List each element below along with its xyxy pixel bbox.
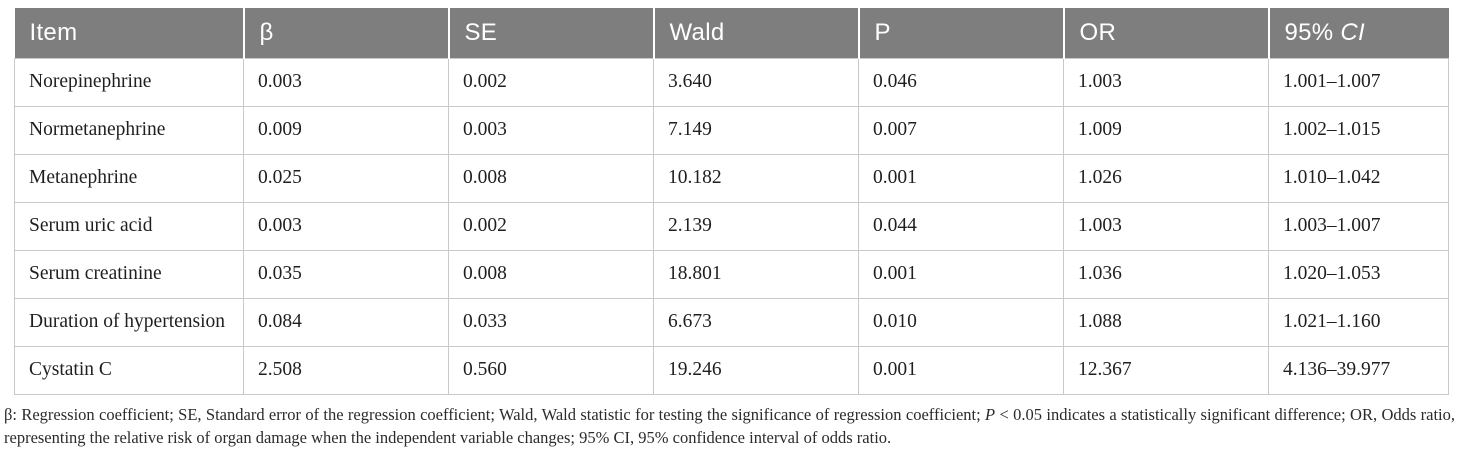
cell-item: Cystatin C — [14, 345, 244, 395]
table-body: Norepinephrine 0.003 0.002 3.640 0.046 1.003 1… — [14, 57, 1449, 395]
table-header: Item β SE Wald P OR 95% CI — [14, 8, 1449, 58]
cell-item: Norepinephrine — [14, 57, 244, 107]
column-header-beta: β — [242, 8, 449, 58]
cell-wald: 18.801 — [653, 249, 859, 299]
column-header-item: Item — [14, 8, 244, 58]
cell-wald: 2.139 — [653, 201, 859, 251]
regression-table-container: Item β SE Wald P OR 95% CI Norepinephrine 0.003… — [14, 8, 1449, 395]
cell-p: 0.001 — [858, 153, 1064, 203]
column-header-p: P — [857, 8, 1064, 58]
cell-or: 1.088 — [1063, 297, 1269, 347]
cell-se: 0.002 — [448, 201, 654, 251]
table-header-row: Item β SE Wald P OR 95% CI — [14, 8, 1449, 58]
cell-ci: 1.010–1.042 — [1268, 153, 1449, 203]
cell-item: Serum uric acid — [14, 201, 244, 251]
cell-beta: 0.003 — [243, 201, 449, 251]
cell-or: 12.367 — [1063, 345, 1269, 395]
column-header-se: SE — [447, 8, 654, 58]
cell-ci: 1.021–1.160 — [1268, 297, 1449, 347]
cell-or: 1.003 — [1063, 57, 1269, 107]
cell-se: 0.003 — [448, 105, 654, 155]
column-header-ci: 95% CI — [1267, 8, 1449, 58]
cell-or: 1.003 — [1063, 201, 1269, 251]
cell-p: 0.010 — [858, 297, 1064, 347]
cell-wald: 19.246 — [653, 345, 859, 395]
cell-ci: 1.020–1.053 — [1268, 249, 1449, 299]
cell-p: 0.001 — [858, 345, 1064, 395]
cell-beta: 2.508 — [243, 345, 449, 395]
table-row: Normetanephrine 0.009 0.003 7.149 0.007 1.009… — [14, 105, 1449, 155]
table-row: Serum uric acid 0.003 0.002 2.139 0.044 1.003… — [14, 201, 1449, 251]
cell-ci: 1.001–1.007 — [1268, 57, 1449, 107]
regression-table: Item β SE Wald P OR 95% CI Norepinephrine 0.003… — [14, 8, 1449, 395]
cell-beta: 0.025 — [243, 153, 449, 203]
cell-item: Metanephrine — [14, 153, 244, 203]
cell-or: 1.036 — [1063, 249, 1269, 299]
cell-wald: 6.673 — [653, 297, 859, 347]
cell-ci: 1.003–1.007 — [1268, 201, 1449, 251]
cell-item: Duration of hypertension — [14, 297, 244, 347]
cell-se: 0.008 — [448, 153, 654, 203]
cell-wald: 7.149 — [653, 105, 859, 155]
cell-beta: 0.009 — [243, 105, 449, 155]
table-footnote: β: Regression coefficient; SE, Standard … — [4, 403, 1455, 449]
cell-beta: 0.084 — [243, 297, 449, 347]
column-header-wald: Wald — [652, 8, 859, 58]
table-row: Metanephrine 0.025 0.008 10.182 0.001 1.026 1.… — [14, 153, 1449, 203]
table-row: Cystatin C 2.508 0.560 19.246 0.001 12.367 4.1… — [14, 345, 1449, 395]
table-row: Norepinephrine 0.003 0.002 3.640 0.046 1.003 1… — [14, 57, 1449, 107]
cell-beta: 0.003 — [243, 57, 449, 107]
cell-beta: 0.035 — [243, 249, 449, 299]
footnote-italic-term: P — [985, 404, 996, 424]
cell-or: 1.026 — [1063, 153, 1269, 203]
cell-item: Serum creatinine — [14, 249, 244, 299]
cell-p: 0.044 — [858, 201, 1064, 251]
table-row: Duration of hypertension 0.084 0.033 6.673 0… — [14, 297, 1449, 347]
cell-or: 1.009 — [1063, 105, 1269, 155]
cell-se: 0.002 — [448, 57, 654, 107]
cell-se: 0.560 — [448, 345, 654, 395]
table-row: Serum creatinine 0.035 0.008 18.801 0.001 1.0… — [14, 249, 1449, 299]
cell-wald: 3.640 — [653, 57, 859, 107]
cell-ci: 1.002–1.015 — [1268, 105, 1449, 155]
cell-item: Normetanephrine — [14, 105, 244, 155]
cell-se: 0.008 — [448, 249, 654, 299]
cell-se: 0.033 — [448, 297, 654, 347]
cell-wald: 10.182 — [653, 153, 859, 203]
cell-p: 0.046 — [858, 57, 1064, 107]
footnote-text: β: Regression coefficient; SE, Standard … — [4, 404, 986, 424]
cell-p: 0.001 — [858, 249, 1064, 299]
column-header-ci-italic: CI — [1340, 18, 1366, 46]
cell-ci: 4.136–39.977 — [1268, 345, 1449, 395]
footnote-text: < 0.05 indicates a statistically signifi… — [4, 404, 1456, 447]
cell-p: 0.007 — [858, 105, 1064, 155]
column-header-or: OR — [1062, 8, 1269, 58]
